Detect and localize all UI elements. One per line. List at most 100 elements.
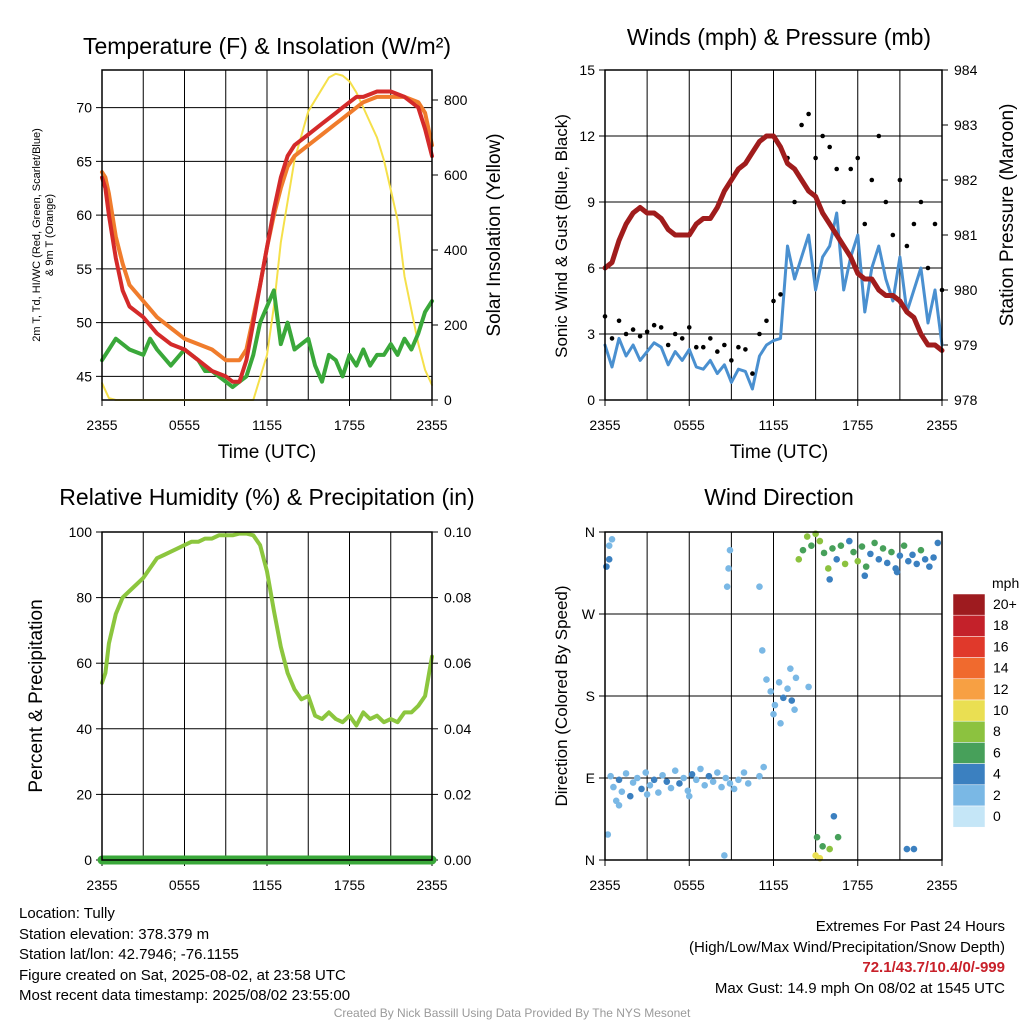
direction-point	[615, 802, 623, 809]
x-tick-label: 1755	[842, 417, 873, 433]
x-tick-label: 2355	[926, 417, 957, 433]
colorbar-swatch	[952, 805, 986, 828]
colorbar-swatch	[952, 614, 986, 637]
x-tick-label: 0555	[169, 417, 200, 433]
plot-frame	[604, 69, 943, 401]
plot-frame	[101, 69, 433, 401]
direction-point	[638, 785, 645, 793]
y-tick-label: N	[585, 852, 595, 868]
gust-point	[848, 166, 854, 172]
rh-title: Relative Humidity (%) & Precipitation (i…	[59, 484, 474, 510]
y2-tick-label: 0.06	[444, 655, 471, 671]
y-tick-label: 12	[579, 128, 595, 144]
gust-point	[799, 122, 804, 128]
direction-point	[871, 539, 878, 547]
direction-point	[834, 833, 842, 841]
y-tick-label: 40	[76, 721, 92, 737]
direction-point	[903, 845, 911, 853]
direction-point	[663, 778, 671, 785]
direction-point	[659, 771, 666, 779]
direction-point	[791, 706, 798, 713]
temp-ylabel-left-1: 2m T, Td, HI/WC (Red, Green, Scarlet/Blu…	[31, 128, 43, 342]
max-gust-text: Max Gust: 14.9 mph On 08/02 at 1545 UTC	[714, 979, 1005, 997]
direction-point	[723, 583, 731, 590]
rh-ylabel-left: Percent & Precipitation	[26, 599, 47, 792]
plot-area: 2355 0555 1155 1755 235545505560657002004006…	[69, 62, 1017, 893]
extremes-values: 72.1/43.7/10.4/0/-999	[862, 959, 1005, 976]
y-tick-label: 20	[76, 786, 92, 802]
gust-point	[862, 221, 868, 227]
y2-tick-label: 0.00	[444, 852, 471, 868]
direction-point	[688, 771, 696, 778]
dir-ylabel-left: Direction (Colored By Speed)	[552, 585, 571, 806]
direction-point	[850, 548, 857, 556]
x-tick-label: 0555	[674, 877, 705, 893]
y-tick-label: 9	[587, 194, 595, 210]
colorbar-label: 20+	[993, 596, 1017, 612]
direction-point	[655, 789, 662, 796]
x-tick-label: 2355	[589, 417, 620, 433]
direction-point	[909, 551, 916, 559]
gust-point	[729, 358, 734, 363]
gust-point	[679, 336, 685, 341]
latlon-text: Station lat/lon: 42.7946; -76.1155	[19, 946, 239, 963]
wind-ylabel-left: Sonic Wind & Gust (Blue, Black)	[552, 114, 571, 358]
y-tick-label: 100	[69, 524, 93, 540]
direction-point	[610, 783, 617, 791]
y-tick-label: 45	[76, 368, 92, 384]
y-tick-label: 50	[76, 315, 92, 331]
y-tick-label: 55	[76, 261, 92, 277]
gust-point	[869, 177, 875, 183]
y2-tick-label: 0.08	[444, 590, 471, 606]
direction-point	[722, 774, 730, 782]
gust-point	[715, 349, 720, 354]
dewpoint-line	[100, 288, 434, 390]
gust-point	[792, 199, 797, 205]
y-tick-label: 60	[76, 655, 92, 671]
rh-line	[100, 531, 434, 728]
direction-point	[684, 787, 692, 795]
direction-point	[676, 780, 683, 787]
direction-point	[787, 665, 794, 672]
temp-ylabel-left-2: & 9m T (Orange)	[44, 194, 56, 276]
temp-2m-line	[100, 89, 434, 384]
direction-point	[626, 792, 634, 800]
direction-point	[767, 688, 774, 695]
direction-point	[819, 843, 826, 850]
colorbar-swatch	[952, 720, 986, 743]
colorbar-label: 0	[993, 808, 1001, 824]
y2-tick-label: 984	[954, 62, 978, 78]
direction-point	[833, 556, 840, 563]
direction-point	[721, 852, 728, 859]
x-tick-label: 2355	[589, 877, 620, 893]
direction-point	[775, 679, 783, 686]
panel-1: 2355 0555 1155 1755 2355 0 3 6 9 12 15 978 979 980 981…	[579, 62, 977, 433]
gust-point	[665, 342, 671, 348]
gust-point	[841, 199, 847, 205]
gust-point	[855, 155, 861, 161]
direction-point	[829, 545, 836, 552]
gust-point	[708, 336, 713, 341]
station-info: Location: Tully Station elevation: 378.3…	[19, 904, 350, 1007]
colorbar-swatch	[952, 657, 986, 680]
y-tick-label: 0	[587, 392, 595, 408]
x-tick-label: 1155	[758, 877, 788, 893]
colorbar-swatch	[952, 593, 986, 616]
colorbar-swatch	[952, 636, 986, 658]
plot-frame	[101, 531, 433, 861]
gust-point	[813, 155, 818, 161]
colorbar-title: mph	[992, 575, 1019, 591]
panel-3: 2355 0555 1155 1755 2355 N E S W N	[582, 524, 958, 893]
y-tick-label: E	[586, 770, 595, 786]
direction-point	[905, 557, 912, 565]
gust-point	[897, 177, 903, 183]
direction-point	[604, 831, 612, 838]
direction-point	[629, 779, 637, 786]
y2-tick-label: 979	[954, 337, 978, 353]
direction-point	[740, 769, 748, 776]
direction-point	[826, 845, 833, 853]
y2-tick-label: 980	[954, 282, 978, 298]
direction-point	[780, 694, 787, 702]
colorbar-swatch	[952, 742, 986, 764]
direction-point	[921, 556, 929, 563]
